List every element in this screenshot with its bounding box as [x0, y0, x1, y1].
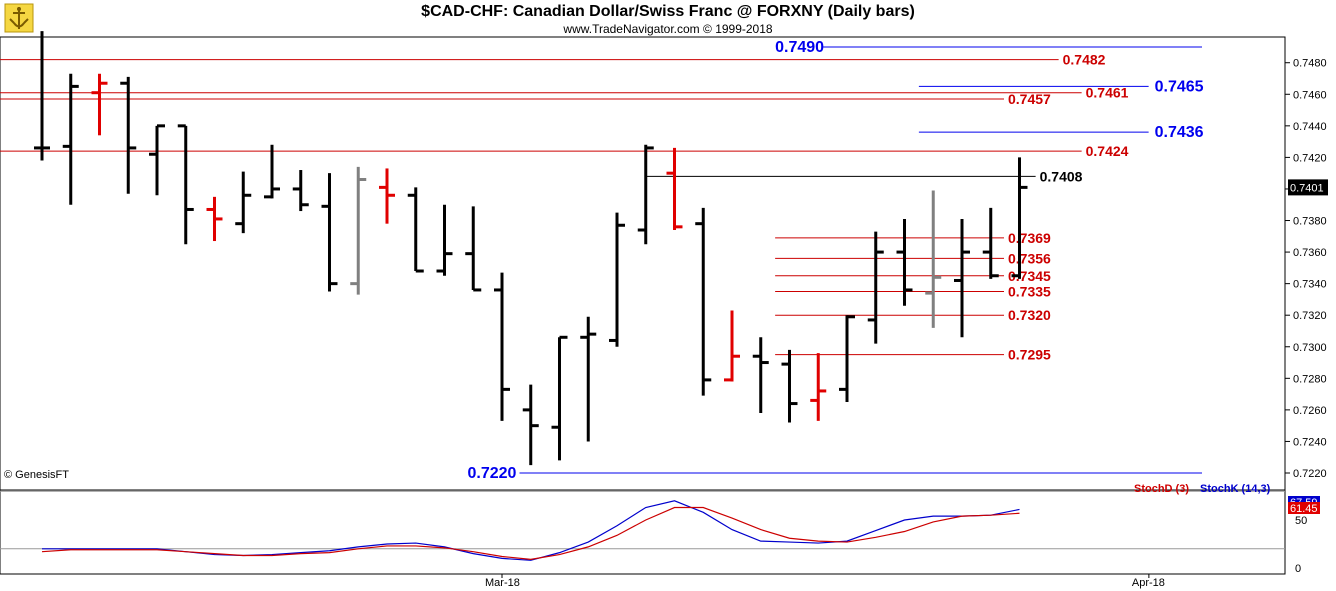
- ohlc-bar: [609, 212, 625, 347]
- level-label: 0.7295: [1008, 347, 1051, 363]
- stoch-d-value-box: [1288, 502, 1320, 514]
- level-label: 0.7465: [1155, 78, 1204, 95]
- x-tick-label: Apr-18: [1132, 577, 1165, 589]
- ohlc-bar: [637, 144, 654, 245]
- ohlc-bar: [724, 310, 740, 382]
- chart-subtitle: www.TradeNavigator.com © 1999-2018: [563, 22, 773, 36]
- price-bars: [34, 31, 1028, 466]
- ohlc-bar: [695, 207, 712, 396]
- ohlc-bar: [34, 31, 50, 161]
- y-tick-label: 0.7320: [1293, 310, 1327, 322]
- y-tick-label: 0.7300: [1293, 342, 1327, 354]
- stoch-series-line: [42, 500, 1020, 561]
- level-label: 0.7490: [775, 39, 824, 56]
- ohlc-bar: [120, 76, 137, 194]
- ohlc-bar: [235, 171, 252, 234]
- ohlc-bar: [177, 124, 194, 245]
- y-tick-label: 0.7220: [1293, 468, 1327, 480]
- stoch-tick-label: 50: [1295, 515, 1307, 527]
- ohlc-bar: [580, 316, 597, 442]
- ohlc-bar: [551, 335, 568, 461]
- ohlc-bar: [321, 173, 338, 292]
- y-tick-label: 0.7360: [1293, 247, 1327, 259]
- level-label: 0.7320: [1008, 307, 1051, 323]
- level-label: 0.7335: [1008, 284, 1051, 300]
- stochastic-panel: 50067.5961.45: [0, 490, 1320, 575]
- ohlc-bar: [379, 168, 395, 224]
- ohlc-bar: [264, 144, 280, 199]
- level-label: 0.7461: [1086, 85, 1129, 101]
- level-label: 0.7408: [1040, 168, 1083, 184]
- stoch-k-legend: StochK (14,3): [1200, 483, 1271, 495]
- level-label: 0.7369: [1008, 230, 1051, 246]
- y-tick-label: 0.7280: [1293, 373, 1327, 385]
- date-axis: Mar-18 Apr-18: [485, 574, 1165, 589]
- stoch-d-legend: StochD (3): [1134, 483, 1189, 495]
- y-tick-label: 0.7420: [1293, 152, 1327, 164]
- ohlc-bar: [292, 170, 309, 212]
- stoch-d-value: 61.45: [1290, 503, 1318, 515]
- ohlc-bar: [91, 73, 108, 136]
- ohlc-bar: [149, 124, 165, 196]
- ohlc-bar: [867, 231, 884, 344]
- y-tick-label: 0.7380: [1293, 216, 1327, 228]
- stoch-tick-label: 0: [1295, 563, 1301, 575]
- ohlc-bar: [896, 218, 913, 306]
- x-tick-label: Mar-18: [485, 577, 520, 589]
- ohlc-bar: [1011, 157, 1028, 279]
- stoch-series-line: [41, 506, 1020, 560]
- y-tick-label: 0.7480: [1293, 58, 1327, 70]
- ohlc-bar: [925, 190, 942, 328]
- y-tick-label: 0.7460: [1293, 89, 1327, 101]
- level-label: 0.7220: [468, 465, 517, 482]
- ohlc-bar: [810, 353, 827, 421]
- ohlc-bar: [62, 73, 79, 205]
- ohlc-bar: [436, 204, 453, 276]
- y-tick-label: 0.7240: [1293, 436, 1327, 448]
- price-levels: 0.7490 0.7482 0.7465 0.7461 0.7457 0.7436 0.74…: [0, 39, 1204, 482]
- ohlc-bar: [494, 272, 510, 421]
- trade-navigator-logo-icon: [4, 3, 34, 33]
- chart-title: $CAD-CHF: Canadian Dollar/Swiss Franc @ …: [421, 3, 915, 20]
- price-axis: 0.7220 0.7240 0.7260 0.7280 0.7300 0.7320 0.73…: [1285, 58, 1328, 480]
- ohlc-bar: [522, 384, 539, 466]
- level-label: 0.7356: [1008, 250, 1051, 266]
- ohlc-bar: [954, 218, 970, 338]
- ohlc-bar: [465, 206, 482, 292]
- y-tick-label: 0.7340: [1293, 279, 1327, 291]
- ohlc-bar: [350, 166, 367, 295]
- level-label: 0.7424: [1086, 143, 1129, 159]
- plot-border: [0, 36, 1286, 575]
- level-label: 0.7482: [1063, 52, 1106, 68]
- last-price-label: 0.7401: [1290, 182, 1324, 194]
- y-tick-label: 0.7260: [1293, 405, 1327, 417]
- ohlc-bar: [407, 187, 424, 273]
- ohlc-bar: [666, 147, 683, 230]
- data-credit: © GenesisFT: [4, 469, 69, 481]
- level-label: 0.7457: [1008, 91, 1051, 107]
- y-tick-label: 0.7440: [1293, 121, 1327, 133]
- ohlc-bar: [781, 349, 798, 423]
- ohlc-bar: [752, 337, 769, 414]
- ohlc-bar: [982, 207, 999, 279]
- level-label: 0.7436: [1155, 124, 1204, 141]
- ohlc-bar: [206, 196, 223, 242]
- ohlc-bar: [839, 315, 855, 402]
- last-price-box: [1288, 179, 1328, 196]
- chart-frame: [0, 36, 1286, 575]
